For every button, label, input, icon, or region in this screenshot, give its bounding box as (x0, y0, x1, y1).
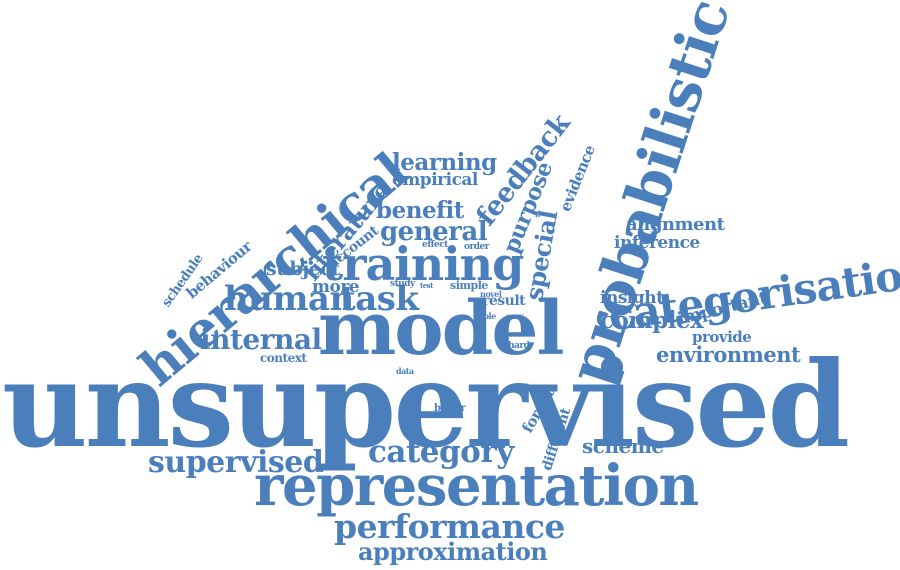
word-hard: hard (508, 341, 530, 351)
word-learning: learning (392, 149, 497, 176)
word-performance: performance (334, 507, 565, 546)
word-benefit: benefit (376, 197, 464, 224)
word-empirical: empirical (392, 170, 478, 190)
word-subject: subject (266, 258, 340, 280)
word-scheme: scheme (582, 434, 664, 458)
word-environment: environment (656, 342, 801, 367)
word-test: test (420, 281, 433, 290)
word-role: role (480, 311, 496, 321)
word-category: category (368, 434, 514, 470)
word-general: general (380, 217, 488, 247)
word-internal: internal (200, 323, 322, 356)
word-effect: effect (422, 240, 448, 250)
word-study: study (390, 279, 415, 289)
word-easy: easy (506, 311, 524, 321)
word-novel: novel (480, 289, 502, 299)
word-representation: representation (254, 453, 699, 519)
word-order: order (464, 242, 490, 252)
word-evidence: evidence (556, 142, 599, 214)
word-model: model (318, 286, 565, 372)
word-alignment: alignment (626, 214, 725, 235)
word-better: better (434, 403, 466, 414)
word-approximation: approximation (358, 537, 548, 566)
word-context: context (260, 351, 307, 365)
word-task: task (340, 279, 419, 319)
word-simple: simple (450, 279, 488, 292)
word-training: training (322, 237, 524, 291)
word-complex: complex (600, 307, 704, 334)
word-unsupervised: unsupervised (2, 335, 850, 474)
word-supervised: supervised (148, 445, 324, 480)
word-data: data (396, 366, 414, 376)
word-provide: provide (692, 328, 752, 346)
word-more: more (312, 277, 360, 297)
word-result: result (482, 293, 526, 309)
word-insight: insight (600, 288, 664, 308)
word-inference: inference (614, 233, 700, 253)
word-human: human (224, 279, 354, 319)
